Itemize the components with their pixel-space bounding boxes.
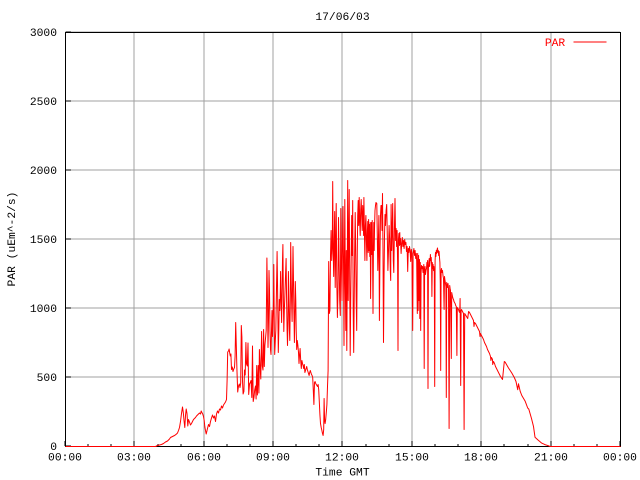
svg-text:Time GMT: Time GMT (315, 468, 369, 480)
svg-text:09:00: 09:00 (256, 453, 290, 465)
svg-text:PAR (uEm^-2/s): PAR (uEm^-2/s) (7, 192, 19, 287)
svg-text:PAR: PAR (545, 38, 566, 50)
svg-text:3000: 3000 (30, 28, 57, 40)
svg-text:2500: 2500 (30, 97, 57, 109)
svg-text:06:00: 06:00 (187, 453, 221, 465)
svg-text:12:00: 12:00 (325, 453, 359, 465)
svg-text:00:00: 00:00 (48, 453, 82, 465)
svg-text:18:00: 18:00 (464, 453, 498, 465)
svg-text:2000: 2000 (30, 166, 57, 178)
svg-text:21:00: 21:00 (534, 453, 568, 465)
svg-text:1000: 1000 (30, 304, 57, 316)
svg-text:1500: 1500 (30, 235, 57, 247)
svg-text:00:00: 00:00 (603, 453, 637, 465)
svg-text:0: 0 (50, 442, 57, 454)
svg-text:17/06/03: 17/06/03 (315, 12, 369, 24)
svg-text:500: 500 (37, 373, 58, 385)
svg-text:15:00: 15:00 (395, 453, 429, 465)
svg-text:03:00: 03:00 (117, 453, 151, 465)
